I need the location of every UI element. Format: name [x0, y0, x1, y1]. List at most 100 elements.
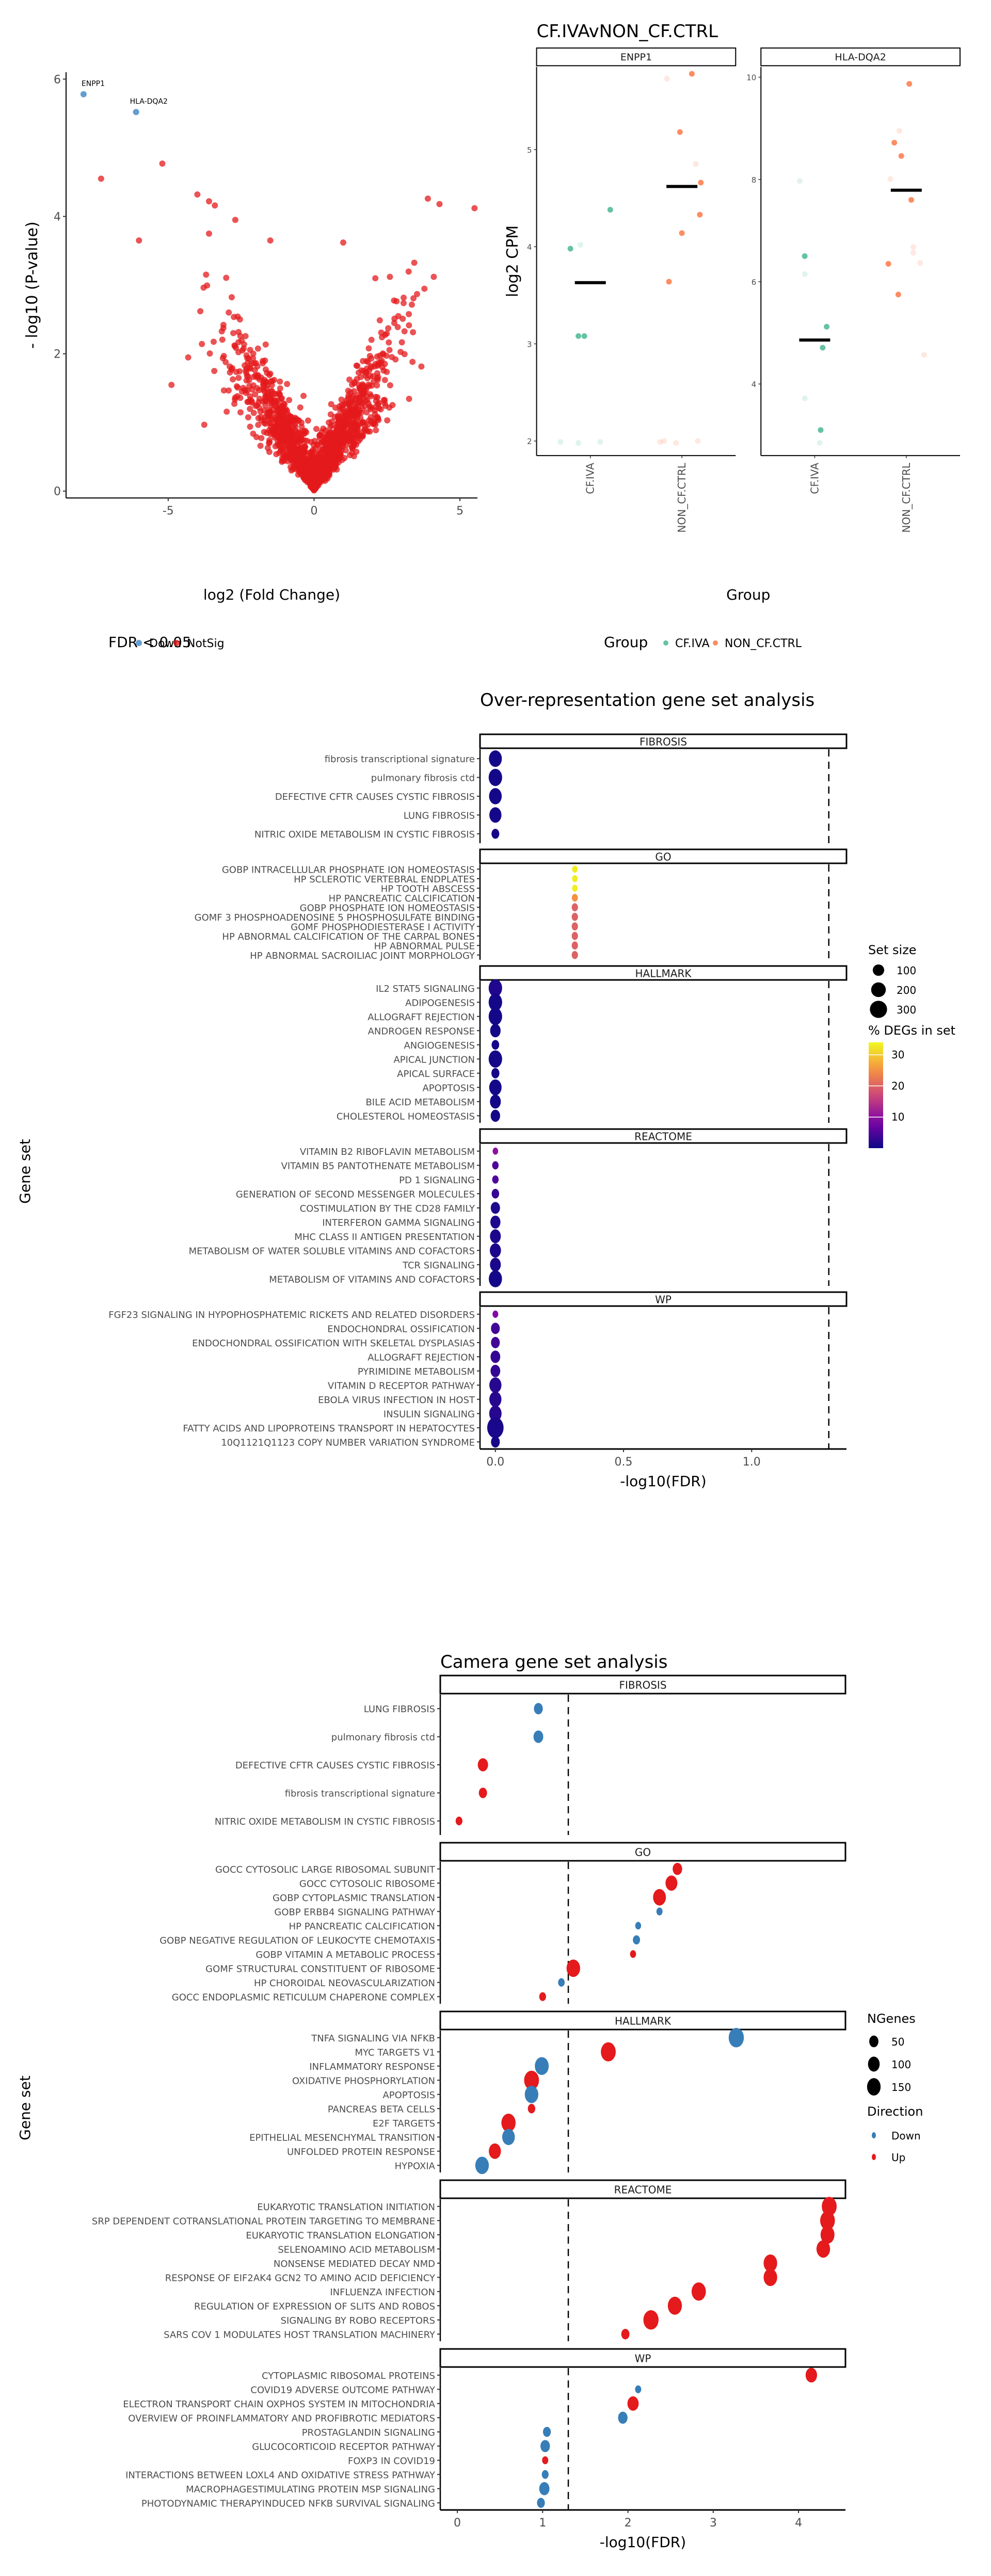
- volcano-point: [241, 345, 247, 352]
- gene-set-label: ELECTRON TRANSPORT CHAIN OXPHOS SYSTEM I…: [123, 2399, 435, 2410]
- gene-set-label: INTERACTIONS BETWEEN LOXL4 AND OXIDATIVE…: [125, 2470, 436, 2481]
- volcano-point: [201, 422, 207, 428]
- volcano-point: [260, 360, 266, 367]
- direction-legend-label: Up: [891, 2151, 905, 2164]
- x-tick-label: 4: [795, 2517, 802, 2530]
- facet-go: GO GOCC CYTOSOLIC LARGE RIBOSOMAL SUBUNIT…: [159, 1842, 846, 2004]
- facet-strip: [479, 848, 848, 864]
- volcano-point: [400, 300, 407, 307]
- gene-set-label: fibrosis transcriptional signature: [325, 754, 475, 765]
- facet-strip: [479, 1128, 848, 1144]
- volcano-point: [375, 400, 381, 407]
- volcano-point: [297, 430, 303, 437]
- volcano-point: [376, 317, 383, 324]
- volcano-point: [245, 414, 251, 421]
- gene-set-label: BILE ACID METABOLISM: [365, 1097, 475, 1108]
- expression-point: [697, 212, 703, 218]
- volcano-point: [252, 391, 259, 398]
- gene-set-label: pulmonary fibrosis ctd: [371, 773, 475, 784]
- legend-label: CF.IVA: [675, 637, 710, 650]
- expression-point: [664, 75, 670, 82]
- gene-set-label: OXIDATIVE PHOSPHORYLATION: [292, 2075, 435, 2086]
- gene-set-label: ALLOGRAFT REJECTION: [367, 1012, 475, 1023]
- gene-set-dot: [618, 2411, 628, 2424]
- volcano-point: [292, 438, 298, 444]
- y-axis-title: log2 CPM: [504, 226, 522, 297]
- gene-set-label: PANCREAS BETA CELLS: [328, 2104, 435, 2115]
- volcano-point: [378, 329, 385, 336]
- volcano-point: [340, 239, 346, 246]
- volcano-point: [251, 367, 258, 374]
- group-mean-bar: [890, 188, 922, 192]
- volcano-point: [250, 410, 257, 416]
- facet-strip-label: GO: [655, 851, 671, 863]
- volcano-point: [290, 425, 297, 432]
- volcano-point: [244, 355, 251, 362]
- volcano-point: [418, 363, 425, 370]
- volcano-point: [226, 363, 233, 370]
- group-mean-bar: [574, 281, 606, 284]
- volcano-point: [269, 410, 276, 417]
- volcano-point: [401, 328, 408, 334]
- gene-set-label: EBOLA VIRUS INFECTION IN HOST: [318, 1395, 475, 1406]
- volcano-point: [351, 412, 358, 418]
- volcano-point: [292, 432, 299, 439]
- gene-set-dot: [492, 1175, 499, 1184]
- ora-legend: Set size 100 200 300 % DEGs in set 10 20 30: [868, 943, 955, 1148]
- gene-set-dot: [571, 894, 578, 902]
- x-axis-title: -log10(FDR): [600, 2534, 686, 2551]
- gene-set-label: GOMF PHOSPHODIESTERASE I ACTIVITY: [291, 922, 475, 932]
- volcano-point: [235, 375, 242, 381]
- volcano-point: [284, 381, 291, 388]
- gene-set-dot: [822, 2197, 837, 2216]
- facet-strip: [536, 47, 737, 67]
- volcano-point: [313, 426, 319, 432]
- volcano-point: [406, 395, 412, 402]
- volcano-point: [277, 385, 283, 392]
- gene-set-label: REGULATION OF EXPRESSION OF SLITS AND RO…: [194, 2301, 435, 2312]
- volcano-point: [194, 191, 201, 198]
- ora-plot: Over-representation gene set analysis FIB…: [17, 690, 955, 1490]
- expression-point: [666, 279, 672, 285]
- volcano-point: [254, 345, 261, 352]
- gene-set-dot: [491, 829, 500, 839]
- y-tick-label: 4: [527, 243, 532, 252]
- expression-point: [689, 71, 695, 77]
- gene-set-dot: [542, 2426, 551, 2437]
- gene-set-label: INFLUENZA INFECTION: [330, 2287, 435, 2298]
- size-legend-label: 100: [897, 964, 916, 977]
- volcano-point: [322, 442, 329, 448]
- volcano-point: [297, 404, 303, 411]
- volcano-point: [397, 348, 404, 355]
- volcano-point: [273, 451, 280, 458]
- legend-label: NotSig: [187, 637, 225, 650]
- volcano-point: [242, 333, 249, 340]
- gene-set-dot: [491, 1068, 500, 1078]
- volcano-point: [226, 309, 232, 316]
- facet-fibrosis: FIBROSIS LUNG FIBROSIS pulmonary fibrosis …: [215, 1675, 846, 1835]
- volcano-point: [261, 429, 267, 436]
- volcano-point: [231, 343, 238, 349]
- volcano-point: [381, 377, 388, 383]
- gene-set-dot: [489, 788, 502, 804]
- expression-point: [921, 352, 928, 358]
- gene-set-label: HP TOOTH ABSCESS: [381, 883, 475, 894]
- y-tick-label: 6: [752, 278, 757, 287]
- gene-set-dot: [820, 2211, 835, 2230]
- gene-set-dot: [627, 2396, 639, 2411]
- x-tick-label: 0: [310, 505, 317, 518]
- expression-panel-hla-dqa2: HLA-DQA2 4 6 8 10 CF.IVA NON_CF.CTRL: [746, 47, 961, 533]
- gene-set-label: TCR SIGNALING: [402, 1260, 475, 1271]
- volcano-point: [305, 417, 311, 424]
- volcano-point: [277, 421, 284, 427]
- gene-set-dot: [489, 1405, 502, 1422]
- gene-set-label: APOPTOSIS: [422, 1083, 475, 1093]
- gene-set-dot: [533, 1730, 544, 1743]
- volcano-point: [405, 268, 412, 275]
- volcano-point: [360, 395, 366, 402]
- gene-set-label: 10Q1121Q1123 COPY NUMBER VARIATION SYNDR…: [221, 1437, 475, 1448]
- gene-set-dot: [643, 2310, 659, 2330]
- gene-set-label: GOCC CYTOSOLIC LARGE RIBOSOMAL SUBUNIT: [215, 1864, 436, 1875]
- x-tick-label: 0.0: [486, 1456, 504, 1469]
- gene-set-dot: [490, 1215, 501, 1229]
